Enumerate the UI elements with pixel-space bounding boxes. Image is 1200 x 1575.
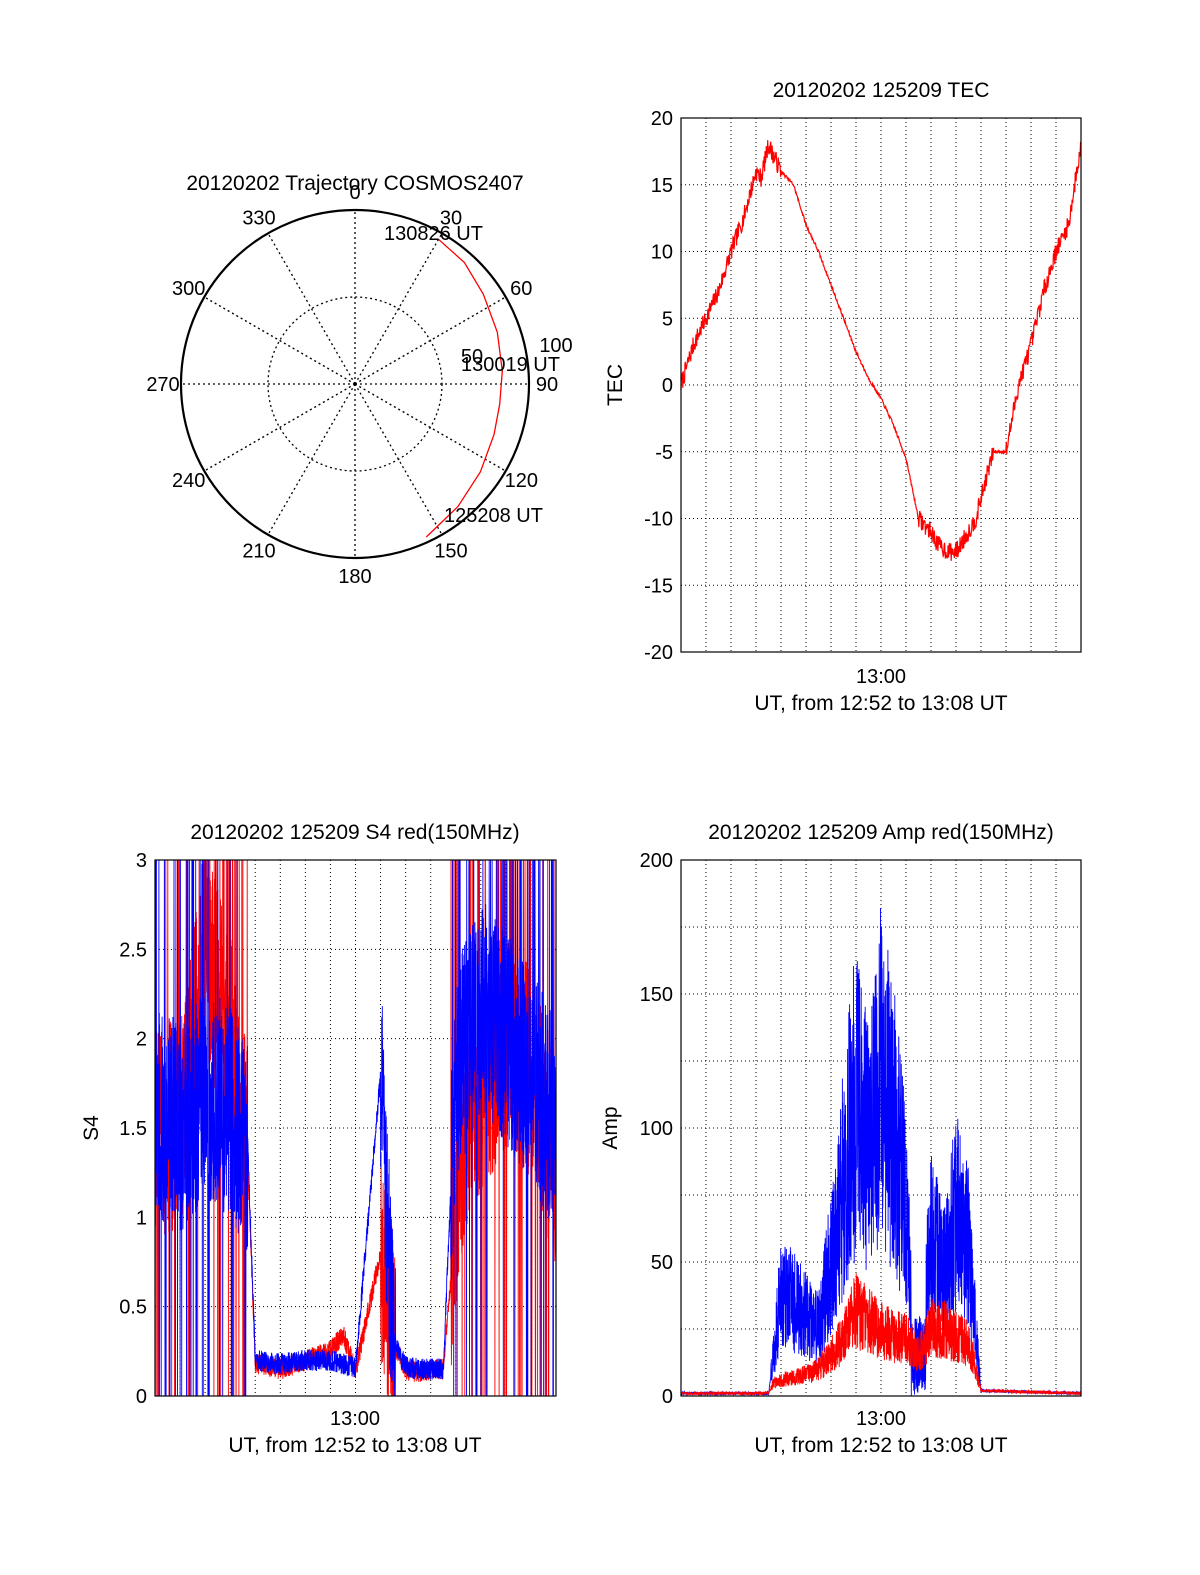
amp-series-red xyxy=(680,1273,1082,1397)
polar-spoke-240 xyxy=(203,383,356,472)
polar-angle-label-240: 240 xyxy=(172,470,205,492)
tec-y-tick-labels: 20 15 10 5 0 -5 -10 -15 -20 xyxy=(644,108,673,664)
polar-spoke-300 xyxy=(203,296,356,385)
tec-y-tick-0: 0 xyxy=(662,375,673,397)
tec-y-tick-10: 10 xyxy=(651,242,673,264)
polar-spoke-150 xyxy=(354,383,443,536)
s4-y-tick-1.5: 1.5 xyxy=(119,1118,147,1140)
amp-y-tick-150: 150 xyxy=(640,984,673,1006)
polar-grid xyxy=(181,210,529,558)
polar-time-label-130826: 130826 UT xyxy=(384,223,483,245)
tec-x-tick-label: 13:00 xyxy=(856,666,906,688)
s4-y-tick-1: 1 xyxy=(136,1207,147,1229)
tec-grid xyxy=(681,118,1081,652)
tec-plot-frame xyxy=(680,117,1082,653)
amp-plot-frame xyxy=(680,859,1082,1397)
polar-angle-label-300: 300 xyxy=(172,278,205,300)
s4-series-blue xyxy=(154,859,557,1397)
tec-series-line xyxy=(680,140,1082,561)
trajectory-line xyxy=(425,238,503,538)
amp-y-tick-labels: 200 150 100 50 0 xyxy=(640,850,673,1408)
polar-angle-label-0: 0 xyxy=(349,182,360,204)
s4-series xyxy=(154,859,557,1397)
polar-angle-label-90: 90 xyxy=(536,374,558,396)
tec-y-tick--10: -10 xyxy=(644,509,673,531)
polar-angle-label-60: 60 xyxy=(510,278,532,300)
amp-x-tick-label: 13:00 xyxy=(856,1408,906,1430)
amp-chart-title: 20120202 125209 Amp red(150MHz) xyxy=(708,821,1054,844)
polar-spoke-330 xyxy=(267,232,356,385)
amp-y-tick-200: 200 xyxy=(640,850,673,872)
tec-y-tick--20: -20 xyxy=(644,642,673,664)
amp-y-tick-0: 0 xyxy=(662,1386,673,1408)
amp-y-axis-label: Amp xyxy=(599,1106,622,1149)
polar-angle-labels: 0 30 60 90 120 150 180 210 240 270 300 330 xyxy=(146,182,558,588)
s4-y-axis-label: S4 xyxy=(80,1115,103,1141)
tec-y-axis-label: TEC xyxy=(604,364,627,406)
polar-spoke-30 xyxy=(354,232,443,385)
s4-plot-frame xyxy=(154,859,557,1397)
tec-y-tick-15: 15 xyxy=(651,175,673,197)
polar-radial-label-50: 50 xyxy=(461,346,483,368)
tec-y-tick-5: 5 xyxy=(662,308,673,330)
tec-y-tick--5: -5 xyxy=(655,442,673,464)
s4-y-tick-0: 0 xyxy=(136,1386,147,1408)
polar-outer-ring xyxy=(179,208,531,560)
polar-angle-label-30: 30 xyxy=(440,208,462,230)
s4-y-tick-2.5: 2.5 xyxy=(119,939,147,961)
polar-angle-label-120: 120 xyxy=(505,470,538,492)
s4-y-tick-labels: 3 2.5 2 1.5 1 0.5 0 xyxy=(119,850,147,1408)
tec-y-tick-20: 20 xyxy=(651,108,673,130)
tec-chart: 20120202 125209 TEC 20151050-5-10-15-20 … xyxy=(604,79,1082,715)
amp-series xyxy=(680,907,1082,1397)
polar-time-label-125208: 125208 UT xyxy=(444,505,543,527)
polar-time-label-130019: 130019 UT xyxy=(461,354,560,376)
tec-chart-title: 20120202 125209 TEC xyxy=(773,79,990,102)
tec-y-tick--15: -15 xyxy=(644,575,673,597)
polar-spoke-120 xyxy=(354,383,507,472)
polar-angle-label-150: 150 xyxy=(434,540,467,562)
s4-x-tick-label: 13:00 xyxy=(330,1408,380,1430)
s4-x-axis-label: UT, from 12:52 to 13:08 UT xyxy=(228,1434,481,1457)
amp-chart: 20120202 125209 Amp red(150MHz) 200 150 10… xyxy=(599,821,1082,1457)
s4-chart-title: 20120202 125209 S4 red(150MHz) xyxy=(190,821,519,844)
amp-x-axis-label: UT, from 12:52 to 13:08 UT xyxy=(754,1434,1007,1457)
tec-x-axis-label: UT, from 12:52 to 13:08 UT xyxy=(754,692,1007,715)
polar-spoke-210 xyxy=(267,383,356,536)
polar-angle-label-180: 180 xyxy=(338,566,371,588)
s4-y-tick-2: 2 xyxy=(136,1029,147,1051)
s4-y-tick-0.5: 0.5 xyxy=(119,1297,147,1319)
s4-y-tick-3: 3 xyxy=(136,850,147,872)
polar-angle-label-210: 210 xyxy=(242,540,275,562)
polar-angle-label-270: 270 xyxy=(146,374,179,396)
polar-angle-label-330: 330 xyxy=(242,208,275,230)
polar-spoke-60 xyxy=(354,296,507,385)
amp-y-tick-50: 50 xyxy=(651,1252,673,1274)
polar-radial-label-100: 100 xyxy=(539,335,572,357)
polar-chart-title: 20120202 Trajectory COSMOS2407 xyxy=(186,172,523,195)
polar-trajectory-chart: 20120202 Trajectory COSMOS2407 0 30 60 90 12… xyxy=(146,172,572,588)
s4-chart: 20120202 125209 S4 red(150MHz) 3 2.5 2 1.5 1… xyxy=(80,821,557,1457)
amp-y-tick-100: 100 xyxy=(640,1118,673,1140)
